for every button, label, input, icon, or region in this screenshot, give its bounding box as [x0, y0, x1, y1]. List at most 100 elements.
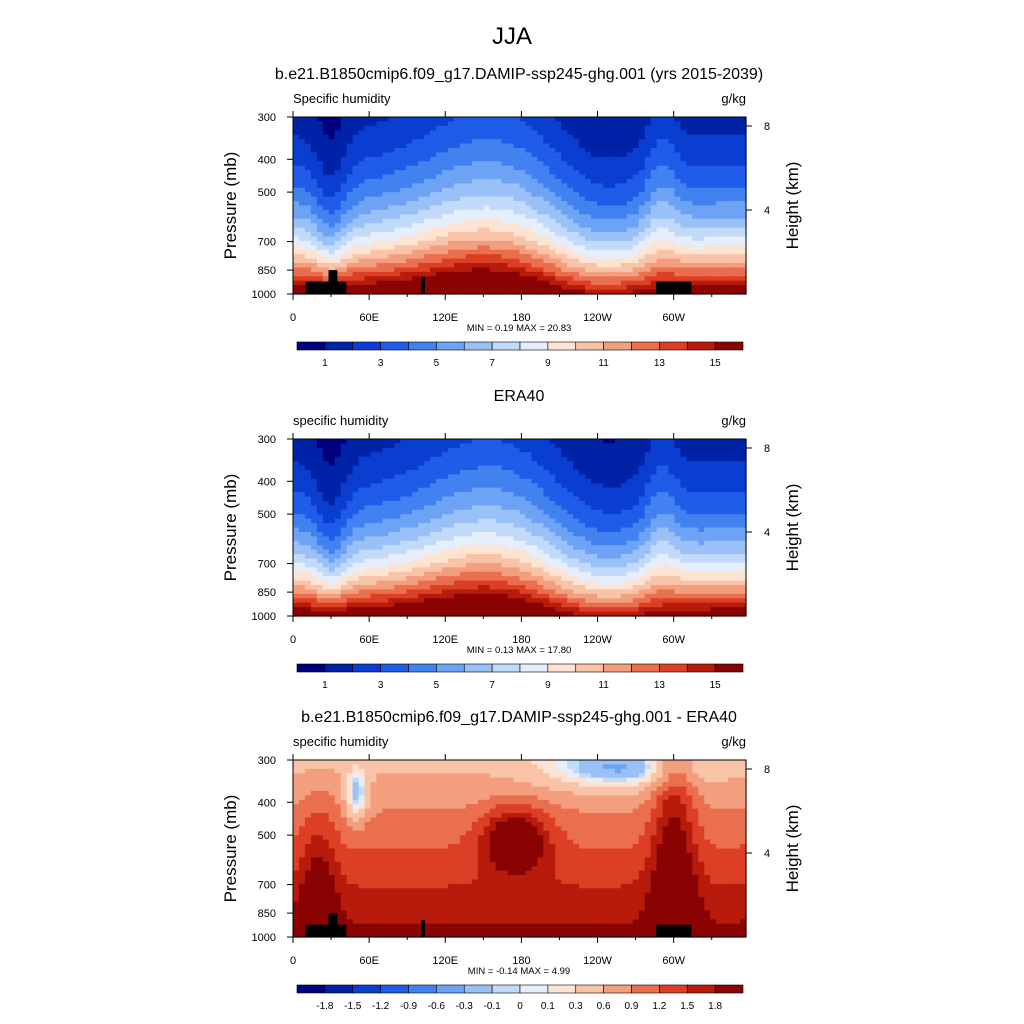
contour-cell	[483, 527, 491, 533]
contour-cell	[722, 285, 729, 291]
contour-cell	[412, 487, 419, 493]
contour-cell	[686, 492, 693, 498]
contour-cell	[310, 209, 318, 215]
contour-cell	[465, 289, 473, 295]
contour-cell	[555, 165, 562, 171]
contour-cell	[334, 461, 342, 467]
contour-cell	[680, 523, 687, 529]
contour-cell	[585, 209, 592, 215]
contour-cell	[573, 443, 580, 449]
contour-cell	[495, 236, 503, 242]
contour-cell	[698, 509, 705, 515]
contour-cell	[740, 254, 747, 260]
contour-cell	[304, 165, 312, 171]
contour-cell	[620, 165, 628, 171]
contour-cell	[674, 540, 682, 546]
contour-cell	[531, 509, 538, 515]
contour-cell	[722, 165, 729, 171]
contour-cell	[447, 192, 455, 198]
contour-cell	[334, 227, 342, 233]
contour-cell	[620, 461, 628, 467]
contour-cell	[614, 487, 622, 493]
contour-cell	[328, 165, 336, 171]
contour-cell	[555, 487, 562, 493]
contour-cell	[293, 276, 300, 282]
contour-cell	[442, 196, 449, 202]
contour-cell	[442, 156, 449, 162]
contour-cell	[638, 147, 646, 153]
contour-cell	[555, 139, 562, 145]
contour-cell	[364, 165, 372, 171]
contour-cell	[352, 245, 360, 251]
contour-cell	[358, 465, 366, 471]
contour-cell	[352, 523, 360, 529]
contour-cell	[436, 540, 443, 546]
contour-cell	[501, 192, 509, 198]
contour-cell	[602, 139, 610, 145]
contour-cell	[608, 117, 616, 123]
contour-cell	[519, 201, 527, 207]
contour-cell	[513, 474, 521, 480]
contour-cell	[424, 187, 431, 193]
contour-cell	[430, 514, 437, 520]
contour-cell	[310, 514, 318, 520]
contour-cell	[436, 443, 443, 449]
contour-cell	[293, 540, 300, 546]
contour-cell	[549, 209, 556, 215]
contour-cell	[442, 254, 449, 260]
contour-cell	[561, 161, 568, 167]
contour-cell	[507, 540, 515, 546]
contour-cell	[364, 271, 372, 277]
contour-cell	[447, 174, 455, 180]
contour-cell	[555, 505, 562, 511]
contour-cell	[728, 254, 735, 260]
contour-cell	[453, 130, 461, 136]
contour-cell	[680, 125, 687, 131]
contour-cell	[370, 143, 378, 149]
contour-cell	[740, 147, 747, 153]
contour-cell	[358, 276, 366, 282]
contour-cell	[316, 527, 324, 533]
contour-cell	[418, 478, 425, 484]
contour-cell	[716, 165, 723, 171]
contour-cell	[477, 527, 485, 533]
colorbar-swatch	[324, 341, 354, 351]
contour-cell	[704, 487, 711, 493]
contour-cell	[525, 117, 533, 123]
contour-cell	[453, 192, 461, 198]
contour-cell	[465, 509, 473, 515]
contour-cell	[453, 117, 461, 123]
contour-cell	[442, 276, 449, 282]
contour-cell	[716, 209, 723, 215]
contour-cell	[531, 540, 538, 546]
contour-cell	[716, 139, 723, 145]
contour-cell	[298, 469, 306, 475]
contour-cell	[602, 461, 610, 467]
colorbar-swatch	[380, 341, 409, 351]
contour-cell	[388, 447, 395, 453]
contour-cell	[650, 456, 658, 462]
contour-cell	[704, 143, 711, 149]
contour-cell	[453, 514, 461, 520]
contour-cell	[322, 447, 330, 453]
contour-cell	[734, 527, 741, 533]
contour-cell	[662, 249, 670, 255]
contour-cell	[644, 174, 652, 180]
contour-cell	[477, 496, 485, 502]
contour-cell	[614, 447, 622, 453]
contour-cell	[322, 205, 330, 211]
contour-cell	[424, 227, 431, 233]
contour-cell	[608, 134, 616, 140]
contour-cell	[644, 227, 652, 233]
contour-cell	[447, 196, 455, 202]
contour-cell	[501, 143, 509, 149]
contour-cell	[298, 170, 306, 176]
contour-cell	[418, 121, 425, 127]
contour-cell	[352, 249, 360, 255]
contour-cell	[555, 465, 562, 471]
contour-cell	[531, 214, 538, 220]
contour-cell	[388, 487, 395, 493]
contour-cell	[406, 245, 413, 251]
contour-cell	[310, 500, 318, 506]
contour-cell	[442, 205, 449, 211]
